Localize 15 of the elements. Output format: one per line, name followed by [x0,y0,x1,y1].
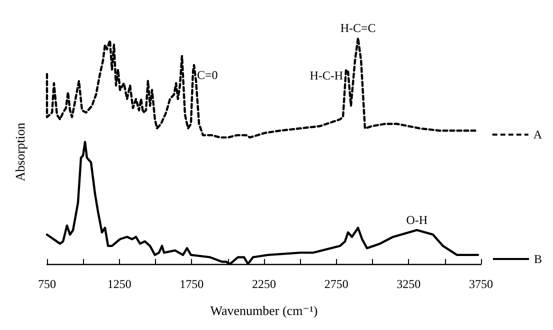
annotation: O-H [406,213,428,228]
x-axis-title: Wavenumber (cm⁻¹) [210,303,318,318]
legend-label: B [534,252,542,266]
x-tick-label: 3750 [469,277,493,291]
x-tick-label: 1250 [107,277,132,291]
annotation: H-C=C [340,21,376,35]
x-tick-label: 1750 [180,277,204,291]
x-tick-label: 3250 [396,277,421,291]
y-axis-title: Absorption [12,122,28,182]
x-tick-label: 2250 [252,277,276,291]
legend-label: A [533,128,542,142]
annotation: C=0 [196,68,218,82]
x-tick-label: 2750 [324,277,348,291]
annotation: H-C-H [310,68,344,83]
x-tick-label: 750 [38,277,56,291]
